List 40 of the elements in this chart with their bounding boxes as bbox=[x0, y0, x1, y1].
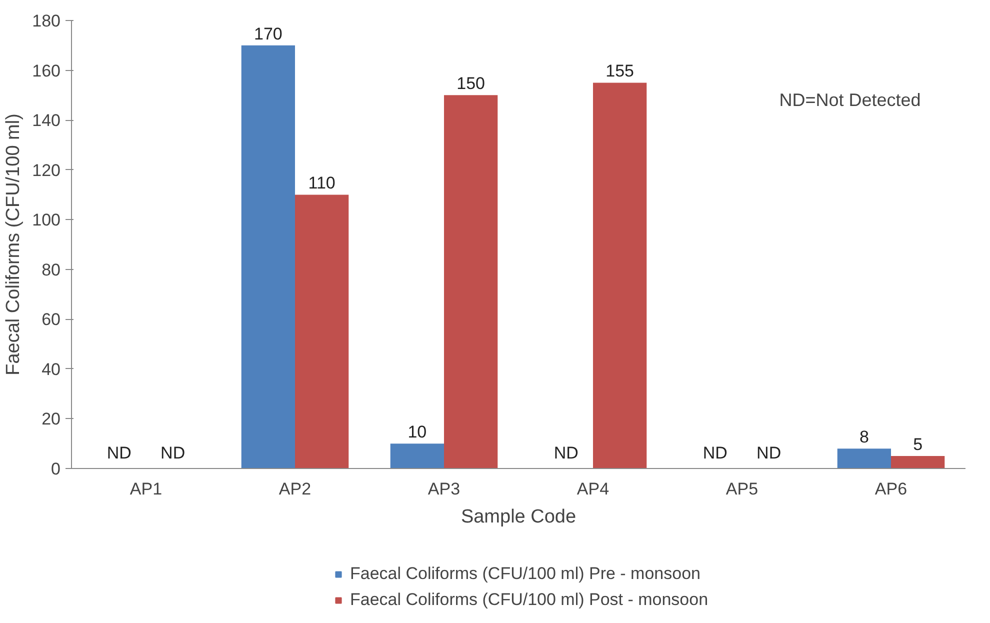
bar bbox=[593, 82, 647, 468]
x-tick-label: AP6 bbox=[874, 480, 908, 498]
bar bbox=[390, 444, 444, 468]
y-tick-label: 100 bbox=[32, 210, 61, 230]
legend-label: Faecal Coliforms (CFU/100 ml) Post - monsoon bbox=[350, 590, 708, 610]
y-tick-label: 120 bbox=[32, 160, 61, 180]
y-tick-label: 140 bbox=[32, 111, 61, 130]
y-tick-label: 60 bbox=[42, 310, 61, 330]
text: ND bbox=[554, 444, 578, 462]
annotation: ND=Not Detected bbox=[779, 90, 921, 110]
x-tick-label: AP4 bbox=[576, 480, 610, 498]
text: ND bbox=[160, 444, 186, 462]
y-tick-label: 40 bbox=[42, 360, 61, 379]
bar bbox=[241, 45, 295, 468]
data-label: 155 bbox=[606, 62, 634, 81]
data-label: 5 bbox=[913, 435, 923, 454]
data-label: 10 bbox=[408, 422, 427, 442]
bar bbox=[444, 95, 498, 468]
y-axis-title: Faecal Coliforms (CFU/100 ml) bbox=[3, 114, 24, 376]
y-tick-label: 160 bbox=[32, 61, 61, 80]
bar bbox=[295, 194, 349, 468]
text: ND bbox=[756, 444, 782, 462]
x-tick-label: AP1 bbox=[130, 480, 162, 498]
x-tick-label: AP2 bbox=[278, 480, 312, 498]
y-tick-label: 80 bbox=[42, 260, 61, 280]
data-label: 150 bbox=[456, 74, 486, 94]
x-tick-label: AP3 bbox=[428, 480, 460, 498]
data-label: 170 bbox=[254, 24, 282, 44]
data-label: 110 bbox=[308, 174, 336, 193]
y-tick-label: 0 bbox=[51, 460, 61, 478]
text: ND bbox=[106, 444, 132, 462]
text: ND bbox=[702, 444, 728, 462]
data-label: 8 bbox=[859, 428, 869, 447]
x-tick-label: AP5 bbox=[726, 480, 758, 498]
x-axis-title: Sample Code bbox=[460, 506, 576, 528]
y-tick-label: 180 bbox=[32, 12, 61, 30]
bar bbox=[891, 456, 945, 468]
y-tick-label: 20 bbox=[42, 410, 61, 429]
bar bbox=[837, 448, 891, 468]
legend-label: Faecal Coliforms (CFU/100 ml) Pre - monsoon bbox=[350, 564, 700, 584]
